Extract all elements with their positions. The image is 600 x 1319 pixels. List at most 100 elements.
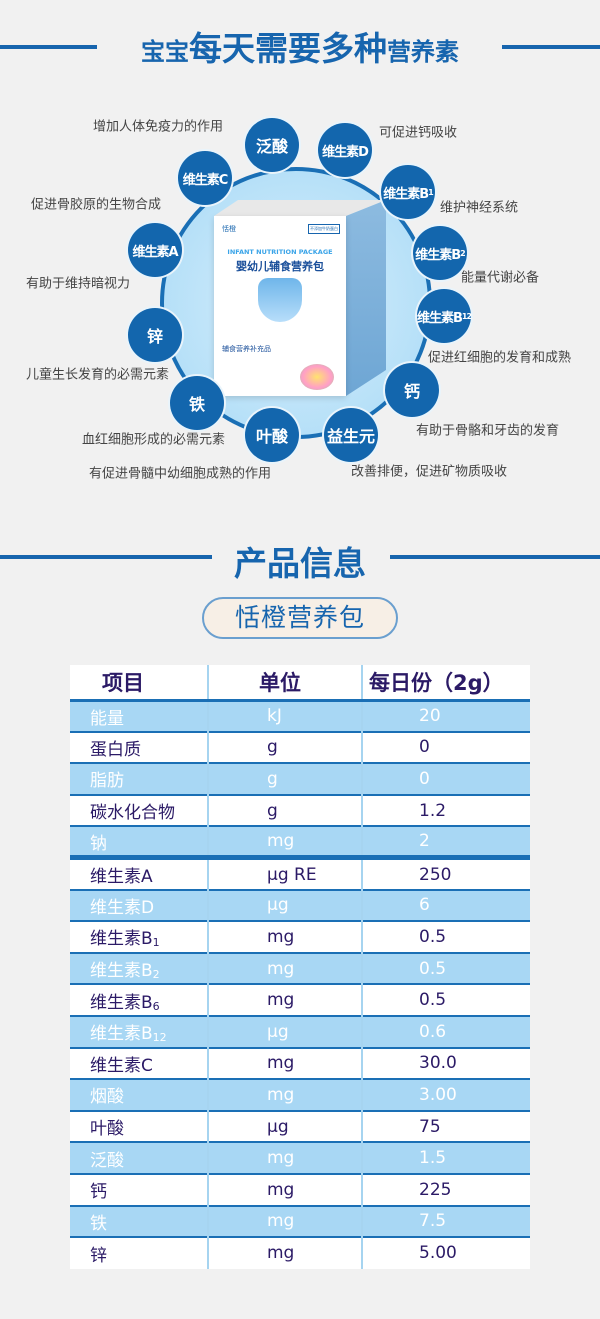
item-name: 锌 <box>90 1245 107 1266</box>
table-row: 钠 mg 2 <box>70 825 530 858</box>
nutrient-description: 可促进钙吸收 <box>379 125 458 141</box>
cell-item: 钙 <box>70 1172 209 1206</box>
cell-item: 维生素B2 <box>70 951 209 985</box>
cell-item: 锌 <box>70 1236 209 1269</box>
nutrient-node: 叶酸 <box>245 408 299 462</box>
table-row: 能量 kJ 20 <box>70 699 530 732</box>
box-subtitle: 辅食营养补充品 <box>222 345 271 353</box>
product-name-pill: 恬橙营养包 <box>202 597 398 639</box>
table-row: 锌 mg 5.00 <box>70 1236 530 1269</box>
item-subscript: 2 <box>152 968 160 982</box>
shield-icon <box>258 278 302 322</box>
nutrient-label: 叶酸 <box>255 427 288 446</box>
cell-value: 0.5 <box>362 951 530 985</box>
item-name: 维生素B <box>90 992 153 1013</box>
page-title: 宝宝每天需要多种营养素 <box>0 22 600 70</box>
nutrient-node: 钙 <box>385 363 439 417</box>
box-brand: 恬橙 <box>222 225 236 233</box>
cell-unit: mg <box>208 983 363 1016</box>
cell-item: 泛酸 <box>70 1141 209 1174</box>
item-name: 维生素A <box>90 867 153 888</box>
item-name: 蛋白质 <box>90 739 141 760</box>
cell-item: 蛋白质 <box>70 730 209 764</box>
nutrient-label: 维生素A <box>132 244 178 260</box>
cell-unit: mg <box>208 1204 363 1238</box>
cell-item: 维生素B1 <box>70 920 209 953</box>
cell-item: 能量 <box>70 699 209 732</box>
cell-unit: mg <box>208 920 363 953</box>
table-row: 泛酸 mg 1.5 <box>70 1141 530 1174</box>
nutrition-table: 项目 单位 每日份（2g） 能量 kJ 20 蛋白质 g 0 脂肪 g 0 碳水化合物 g 1.2 钠 m… <box>70 665 530 1269</box>
nutrient-label: 维生素C <box>182 172 229 188</box>
cell-unit: g <box>208 793 363 827</box>
nutrient-node: 铁 <box>170 376 224 430</box>
cell-unit: g <box>208 762 363 795</box>
section-line-right <box>390 555 600 559</box>
cell-value: 0 <box>362 730 530 764</box>
cell-value: 0.6 <box>362 1014 530 1048</box>
nutrient-subscript: 1 <box>428 187 433 197</box>
cell-value: 30.0 <box>362 1046 530 1080</box>
cell-unit: mg <box>208 1078 363 1111</box>
item-name: 脂肪 <box>90 771 124 792</box>
nutrient-description: 增加人体免疫力的作用 <box>93 119 224 135</box>
nutrient-label: 锌 <box>146 327 163 346</box>
nutrient-node: 维生素C <box>178 151 232 205</box>
title-main: 每天需要多种 <box>189 29 387 68</box>
cell-value: 3.00 <box>362 1078 530 1111</box>
item-name: 泛酸 <box>90 1150 124 1171</box>
nutrient-description: 维护神经系统 <box>440 200 519 216</box>
nutrient-description: 促进骨胶原的生物合成 <box>31 197 162 213</box>
section-title: 产品信息 <box>234 544 366 583</box>
cell-item: 叶酸 <box>70 1109 209 1143</box>
table-row: 铁 mg 7.5 <box>70 1204 530 1238</box>
cell-value: 0 <box>362 762 530 795</box>
nutrient-description: 能量代谢必备 <box>461 270 540 286</box>
cell-item: 钠 <box>70 825 209 858</box>
cell-unit: mg <box>208 1236 363 1269</box>
cell-unit: mg <box>208 1172 363 1206</box>
cell-value: 1.2 <box>362 793 530 827</box>
header-item: 项目 <box>70 665 209 702</box>
nutrient-description: 促进红细胞的发育和成熟 <box>428 350 572 366</box>
cell-value: 75 <box>362 1109 530 1143</box>
cell-unit: mg <box>208 825 363 858</box>
cell-value: 20 <box>362 699 530 732</box>
nutrient-node: 锌 <box>128 308 182 362</box>
cell-item: 维生素B6 <box>70 983 209 1016</box>
product-box-top <box>214 200 386 216</box>
title-line-left <box>0 45 97 49</box>
nutrient-subscript: 12 <box>461 311 472 321</box>
item-name: 维生素C <box>90 1055 153 1076</box>
cell-value: 0.5 <box>362 920 530 953</box>
item-name: 能量 <box>90 708 124 729</box>
product-box-side <box>346 200 386 396</box>
table-row: 叶酸 μg 75 <box>70 1109 530 1143</box>
table-row: 烟酸 mg 3.00 <box>70 1078 530 1111</box>
item-name: 铁 <box>90 1213 107 1234</box>
cell-unit: g <box>208 730 363 764</box>
cell-unit: mg <box>208 951 363 985</box>
table-row: 维生素B6 mg 0.5 <box>70 983 530 1016</box>
table-row: 蛋白质 g 0 <box>70 730 530 764</box>
nutrient-label: 维生素B <box>415 247 461 263</box>
nutrient-description: 有助于维持暗视力 <box>26 276 131 292</box>
cell-value: 250 <box>362 855 530 890</box>
item-subscript: 12 <box>152 1031 167 1045</box>
item-name: 维生素B <box>90 929 153 950</box>
item-subscript: 1 <box>152 936 160 950</box>
table-row: 维生素B1 mg 0.5 <box>70 920 530 953</box>
nutrient-node: 维生素B 12 <box>417 289 472 343</box>
cell-unit: mg <box>208 1141 363 1174</box>
cell-value: 225 <box>362 1172 530 1206</box>
section-line-left <box>0 555 212 559</box>
cell-unit: kJ <box>208 699 363 732</box>
table-row: 维生素D μg 6 <box>70 888 530 922</box>
nutrient-label: 益生元 <box>326 427 375 446</box>
badge-icon <box>300 364 334 390</box>
item-name: 维生素B <box>90 1024 153 1045</box>
title-line-right <box>502 45 600 49</box>
cell-unit: μg <box>208 1014 363 1048</box>
nutrient-label: 铁 <box>188 395 205 414</box>
table-header: 项目 单位 每日份（2g） <box>70 665 530 702</box>
